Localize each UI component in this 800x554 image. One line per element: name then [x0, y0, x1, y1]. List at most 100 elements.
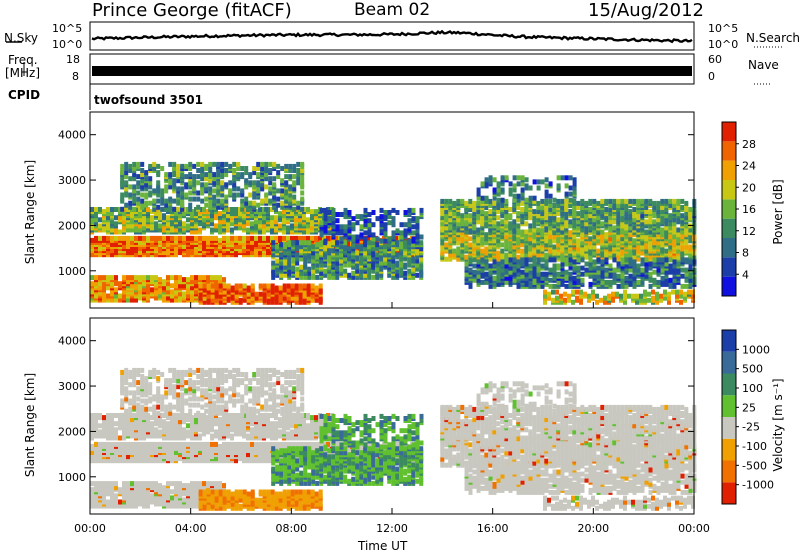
power-cell [246, 227, 250, 233]
power-cell [118, 235, 122, 241]
power-cell [363, 246, 368, 252]
power-cell [624, 283, 629, 289]
power-cell [496, 267, 501, 273]
power-cell [480, 257, 485, 263]
power-cell [310, 209, 314, 215]
power-cell [214, 235, 218, 241]
power-cell [166, 289, 170, 295]
power-cell [286, 225, 290, 231]
power-cell [500, 271, 505, 277]
power-cell [102, 209, 106, 215]
power-cell [226, 213, 230, 219]
power-cell [668, 213, 673, 219]
power-cell [98, 223, 102, 229]
power-cell [584, 267, 589, 273]
power-cell [660, 227, 665, 233]
power-cell [174, 211, 178, 217]
power-cell [520, 257, 525, 263]
power-cell [158, 227, 162, 233]
power-cell [403, 250, 408, 256]
power-cell [496, 281, 501, 287]
power-cell [395, 240, 400, 246]
power-cell [214, 227, 218, 233]
power-cell [391, 250, 396, 256]
power-cell [299, 244, 304, 250]
power-cell [335, 240, 340, 246]
power-cell [307, 270, 312, 276]
power-cell [528, 227, 533, 233]
power-cell [684, 211, 689, 217]
power-cell [391, 207, 396, 213]
power-cell [172, 166, 177, 171]
power-cell [114, 279, 118, 285]
power-cell [676, 275, 681, 281]
power-cell [252, 200, 257, 206]
power-cell [632, 259, 637, 265]
power-cell [612, 275, 617, 281]
power-cell [94, 213, 98, 219]
power-cell [318, 235, 322, 241]
power-cell [224, 168, 229, 173]
power-cell [448, 217, 453, 223]
power-cell [244, 178, 249, 184]
power-cell [276, 163, 281, 169]
power-cell [126, 235, 130, 241]
power-cell [588, 257, 593, 263]
power-cell [218, 299, 223, 305]
power-cell [154, 275, 158, 281]
power-cell [664, 261, 669, 267]
power-cell [375, 236, 380, 242]
power-cell [118, 207, 122, 212]
power-cell [636, 263, 641, 269]
power-cell [134, 297, 138, 303]
power-cell [234, 211, 238, 217]
power-cell [676, 219, 681, 225]
power-cell [383, 222, 388, 228]
power-cell [287, 240, 292, 246]
power-cell [355, 220, 360, 226]
power-cell [246, 285, 251, 291]
power-cell [192, 186, 197, 192]
power-cell [190, 293, 194, 299]
power-cell [194, 217, 198, 223]
power-cell [156, 198, 161, 204]
power-cell [343, 214, 348, 220]
power-cell [403, 270, 408, 276]
power-cell [172, 198, 177, 204]
power-cell [628, 267, 633, 273]
power-cell [452, 200, 457, 206]
power-cell [252, 170, 257, 176]
power-cell [399, 234, 404, 240]
power-cell [520, 207, 525, 212]
power-cell [122, 215, 126, 221]
power-cell [160, 196, 165, 202]
power-cell [210, 221, 214, 227]
power-cell [684, 229, 689, 235]
power-cell [148, 176, 153, 182]
power-cell [102, 285, 106, 291]
power-cell [464, 246, 469, 252]
power-cell [210, 293, 215, 299]
power-cell [311, 244, 316, 250]
power-cell [146, 283, 150, 289]
power-cell [314, 209, 318, 215]
power-cell [220, 161, 225, 167]
power-cell [580, 271, 585, 277]
power-cell [232, 192, 237, 198]
power-cell [600, 279, 605, 285]
power-cell [310, 221, 314, 227]
power-cell [260, 182, 265, 188]
power-cell [452, 248, 457, 254]
power-cell [480, 217, 485, 223]
power-cell [528, 240, 533, 246]
power-cell [282, 295, 287, 301]
power-cell [460, 252, 465, 258]
power-cell [132, 184, 137, 190]
power-cell [604, 257, 609, 263]
power-cell [194, 211, 198, 217]
power-cell [114, 215, 118, 221]
power-cell [136, 190, 141, 196]
power-cell [128, 204, 133, 210]
cpid-label: CPID [8, 88, 41, 102]
power-cell [500, 259, 505, 265]
